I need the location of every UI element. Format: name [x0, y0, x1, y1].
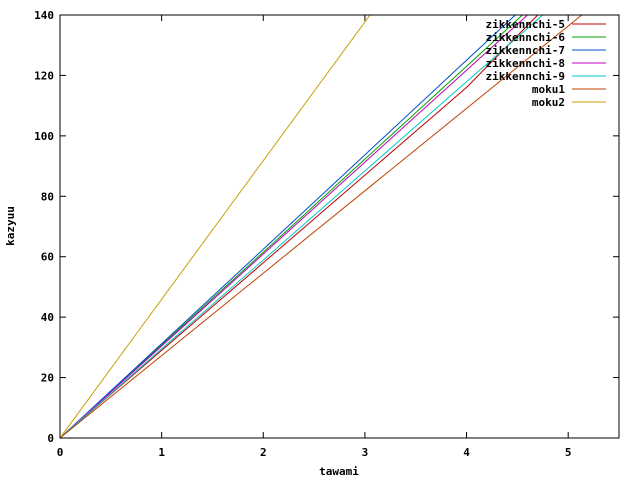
series-line-moku2 [60, 15, 371, 438]
series-line-zikkennchi-7 [60, 15, 516, 438]
x-tick-label: 3 [362, 446, 369, 459]
legend-label: zikkennchi-8 [486, 57, 565, 70]
x-tick-label: 2 [260, 446, 267, 459]
x-tick-label: 4 [463, 446, 470, 459]
legend-label: moku1 [532, 83, 565, 96]
x-axis-label: tawami [319, 465, 359, 478]
series-line-zikkennchi-5 [60, 15, 539, 438]
series-line-zikkennchi-9 [60, 15, 544, 438]
series-lines [60, 15, 583, 438]
y-tick-label: 80 [41, 190, 54, 203]
y-tick-label: 100 [34, 130, 54, 143]
legend: zikkennchi-5zikkennchi-6zikkennchi-7zikk… [486, 18, 606, 109]
legend-label: moku2 [532, 96, 565, 109]
legend-label: zikkennchi-9 [486, 70, 565, 83]
y-axis-ticks: 0 20 40 60 80 100 120 140 [34, 9, 619, 445]
series-line-zikkennchi-6 [60, 15, 523, 438]
y-tick-label: 20 [41, 372, 54, 385]
x-tick-label: 5 [565, 446, 572, 459]
x-tick-label: 1 [158, 446, 165, 459]
y-tick-label: 40 [41, 311, 54, 324]
x-tick-label: 0 [57, 446, 64, 459]
series-line-zikkennchi-8 [60, 15, 528, 438]
y-tick-label: 120 [34, 69, 54, 82]
series-line-moku1 [60, 15, 583, 438]
y-axis-label: kazyuu [4, 206, 17, 246]
legend-label: zikkennchi-7 [486, 44, 565, 57]
legend-label: zikkennchi-6 [486, 31, 566, 44]
y-tick-label: 0 [47, 432, 54, 445]
y-tick-label: 140 [34, 9, 54, 22]
legend-label: zikkennchi-5 [486, 18, 565, 31]
plot-frame [59, 14, 620, 439]
y-tick-label: 60 [41, 251, 54, 264]
